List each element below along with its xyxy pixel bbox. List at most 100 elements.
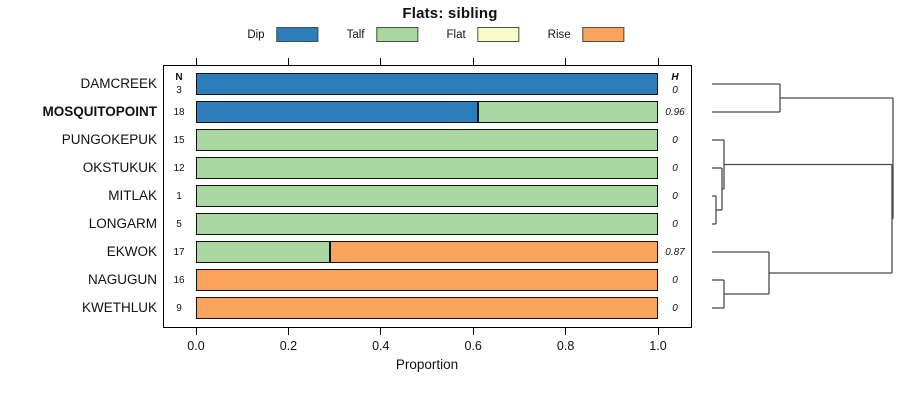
n-value: 12 xyxy=(163,153,195,183)
legend-label-talf: Talf xyxy=(346,28,365,41)
x-axis-tick-top xyxy=(195,58,197,65)
h-column-header: H xyxy=(671,72,679,83)
bar-segment-rise xyxy=(196,269,658,291)
x-axis-tick-top xyxy=(287,58,290,65)
h-value: 0 xyxy=(659,209,691,239)
n-value: 17 xyxy=(163,237,195,267)
bar-segment-talf xyxy=(196,185,658,207)
legend-label-rise: Rise xyxy=(547,28,571,41)
bar-mitlak xyxy=(196,185,658,207)
bar-segment-talf xyxy=(196,157,658,179)
x-axis-tick-top xyxy=(657,58,659,65)
legend-item-flat: Flat xyxy=(446,27,520,42)
legend-label-flat: Flat xyxy=(446,28,466,41)
bar-kwethluk xyxy=(196,297,658,319)
legend-item-rise: Rise xyxy=(548,27,625,42)
n-value: 15 xyxy=(163,125,195,155)
x-axis-tick-label: 0.8 xyxy=(556,339,575,353)
h-value: 0 xyxy=(659,181,691,211)
row-label: DAMCREEK xyxy=(80,76,157,91)
row-label: OKSTUKUK xyxy=(82,160,157,175)
legend: Dip Talf Flat Rise xyxy=(247,27,625,42)
x-axis-tick xyxy=(472,328,474,335)
x-axis-tick xyxy=(565,328,567,335)
row-label: MITLAK xyxy=(108,188,157,203)
bar-ekwok xyxy=(196,241,658,263)
bar-segment-talf xyxy=(478,101,658,123)
x-axis-tick-label: 0.0 xyxy=(187,339,205,353)
h-diversity-value: 0.87 xyxy=(665,246,685,258)
h-value: 0 xyxy=(659,293,691,323)
h-diversity-value: 0 xyxy=(672,302,678,314)
bar-segment-talf xyxy=(196,213,658,235)
n-count: 15 xyxy=(173,134,185,146)
rise-color-swatch xyxy=(582,27,625,42)
bar-segment-dip xyxy=(196,101,478,123)
bar-pungokepuk xyxy=(196,129,658,151)
bar-damcreek xyxy=(196,73,658,95)
h-value: 0 xyxy=(659,265,691,295)
legend-item-talf: Talf xyxy=(347,27,419,42)
n-value: 1 xyxy=(163,181,195,211)
n-value: 9 xyxy=(163,293,195,323)
h-diversity-value: 0 xyxy=(672,218,678,230)
legend-item-dip: Dip xyxy=(247,27,319,42)
x-axis-tick xyxy=(380,328,382,335)
h-diversity-value: 0 xyxy=(672,190,678,202)
flat-color-swatch xyxy=(477,27,520,42)
bar-mosquitopoint xyxy=(196,101,658,123)
n-count: 17 xyxy=(173,246,185,258)
n-value: 18 xyxy=(163,97,195,127)
bar-segment-dip xyxy=(196,73,658,95)
legend-label-dip: Dip xyxy=(247,28,265,41)
n-count: 5 xyxy=(176,218,182,230)
h-diversity-value: 0 xyxy=(672,85,678,96)
row-label: EKWOK xyxy=(106,244,157,259)
x-axis-tick-label: 0.2 xyxy=(279,339,298,353)
row-label: PUNGOKEPUK xyxy=(61,132,157,147)
x-axis-tick xyxy=(195,328,197,335)
h-value: 0.96 xyxy=(659,97,691,127)
x-axis-tick-top xyxy=(565,58,567,65)
bar-segment-talf xyxy=(196,129,658,151)
row-label: LONGARM xyxy=(88,216,157,231)
x-axis-tick-label: 0.6 xyxy=(464,339,482,353)
x-axis-tick-label: 0.4 xyxy=(372,339,390,353)
h-diversity-value: 0.96 xyxy=(665,106,685,118)
bar-segment-rise xyxy=(330,241,658,263)
x-axis-tick-label: 1.0 xyxy=(649,339,667,353)
row-label: KWETHLUK xyxy=(81,300,157,315)
h-diversity-value: 0 xyxy=(672,134,678,146)
n-value: 5 xyxy=(163,209,195,239)
n-count: 12 xyxy=(173,162,185,174)
bar-longarm xyxy=(196,213,658,235)
n-column-header: N xyxy=(175,72,183,83)
h-value: 0.87 xyxy=(659,237,691,267)
bar-segment-talf xyxy=(196,241,330,263)
x-axis-tick xyxy=(287,328,290,335)
n-count: 9 xyxy=(176,302,182,314)
n-count: 18 xyxy=(173,106,185,118)
x-axis-tick-top xyxy=(380,58,382,65)
bar-okstukuk xyxy=(196,157,658,179)
x-axis-tick xyxy=(657,328,659,335)
n-count: 16 xyxy=(173,274,185,286)
n-count: 3 xyxy=(176,85,182,96)
h-diversity-value: 0 xyxy=(672,274,678,286)
row-label: NAGUGUN xyxy=(87,272,157,287)
row-label: MOSQUITOPOINT xyxy=(42,104,157,119)
n-count: 1 xyxy=(176,190,182,202)
n-value: 16 xyxy=(163,265,195,295)
h-value: 0 xyxy=(659,153,691,183)
talf-color-swatch xyxy=(376,27,419,42)
bar-nagugun xyxy=(196,269,658,291)
x-axis-tick-top xyxy=(472,58,474,65)
h-diversity-value: 0 xyxy=(672,162,678,174)
chart-title: Flats: sibling xyxy=(402,5,498,22)
dip-color-swatch xyxy=(276,27,319,42)
x-axis-title: Proportion xyxy=(395,357,459,372)
bar-segment-rise xyxy=(196,297,658,319)
